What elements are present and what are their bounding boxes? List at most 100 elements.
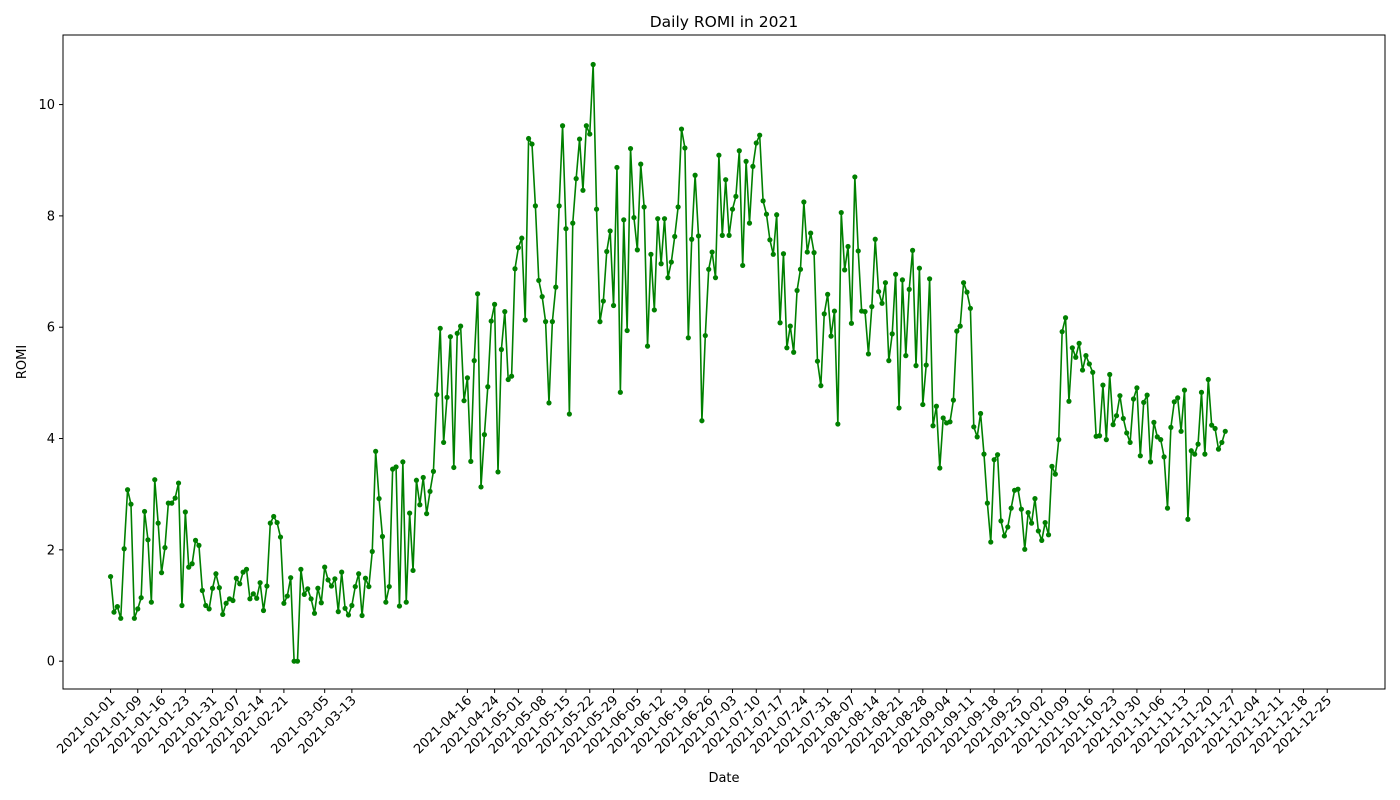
data-point (862, 309, 868, 315)
data-point (1039, 537, 1045, 543)
data-point (257, 580, 263, 586)
y-tick-label: 2 (47, 543, 55, 558)
data-point (237, 581, 243, 587)
data-point (1195, 441, 1201, 447)
data-point (369, 548, 375, 555)
data-point (624, 327, 630, 334)
data-point (498, 346, 504, 353)
data-point (1110, 422, 1116, 428)
data-point (1171, 399, 1177, 405)
data-point (644, 343, 651, 349)
data-point (1127, 439, 1133, 446)
data-point (407, 510, 413, 516)
plot-frame (62, 34, 1386, 690)
data-point (196, 542, 202, 549)
data-point (695, 233, 702, 239)
data-point (264, 583, 270, 589)
data-point (967, 305, 973, 311)
y-tick-label: 10 (38, 98, 55, 113)
data-point (597, 319, 603, 325)
data-point (1028, 520, 1035, 526)
data-point (825, 291, 831, 297)
data-point (665, 275, 671, 281)
data-point (831, 308, 838, 314)
data-point (699, 418, 705, 424)
data-point (542, 319, 549, 325)
data-point (301, 591, 307, 597)
data-point (1130, 396, 1137, 402)
data-point (685, 335, 691, 341)
data-point (509, 373, 515, 379)
data-point (784, 345, 790, 351)
data-point (842, 267, 848, 273)
data-point (345, 612, 352, 618)
data-point (386, 583, 392, 590)
data-point (1035, 528, 1041, 534)
data-point (186, 564, 192, 570)
data-point (532, 203, 538, 209)
data-point (203, 602, 209, 609)
y-tick-label: 0 (47, 655, 55, 670)
data-point (454, 330, 460, 336)
data-point (627, 145, 634, 152)
data-point (288, 575, 294, 581)
data-point (335, 609, 341, 615)
data-point (417, 502, 423, 508)
data-point (1018, 506, 1024, 512)
data-point (1198, 389, 1205, 395)
data-point (522, 317, 528, 323)
data-point (243, 566, 250, 572)
data-point (702, 332, 708, 339)
data-point (536, 277, 542, 284)
data-point (770, 251, 776, 257)
data-point (328, 583, 335, 589)
data-point (315, 585, 321, 591)
data-point (220, 611, 226, 618)
data-point (1151, 419, 1157, 425)
data-point (464, 375, 471, 381)
data-point (1219, 439, 1225, 446)
data-point (1022, 546, 1028, 552)
data-point (396, 603, 403, 609)
data-point (1209, 422, 1215, 428)
data-point (668, 259, 674, 265)
data-point (366, 583, 372, 590)
data-point (1147, 459, 1154, 465)
data-point (906, 286, 912, 292)
data-point (750, 163, 756, 169)
data-point (260, 607, 267, 614)
data-point (767, 237, 773, 243)
data-point (1117, 393, 1123, 399)
data-point (1076, 340, 1082, 346)
data-point (373, 448, 379, 454)
data-point (631, 214, 637, 221)
data-point (1059, 329, 1065, 335)
data-point (403, 599, 409, 605)
data-point (869, 304, 875, 310)
data-point (913, 363, 919, 369)
data-point (1045, 532, 1052, 538)
data-point (213, 571, 219, 577)
y-tick-label: 6 (47, 321, 55, 336)
data-point (512, 266, 518, 272)
data-point (1141, 399, 1147, 405)
data-point (525, 135, 532, 142)
data-point (1032, 496, 1038, 502)
data-point (393, 464, 399, 470)
data-point (814, 358, 821, 364)
data-point (124, 487, 131, 493)
data-point (254, 595, 260, 601)
y-axis-label: ROMI (15, 345, 30, 379)
data-point (573, 176, 579, 182)
data-point (1052, 471, 1058, 477)
data-point (879, 300, 885, 306)
data-point (753, 140, 759, 146)
data-point (1062, 315, 1069, 321)
data-point (893, 271, 899, 277)
data-point (230, 597, 236, 604)
data-point (998, 518, 1004, 524)
data-point (804, 249, 810, 255)
data-point (981, 451, 987, 457)
data-point (107, 573, 114, 580)
data-point (1049, 463, 1055, 469)
